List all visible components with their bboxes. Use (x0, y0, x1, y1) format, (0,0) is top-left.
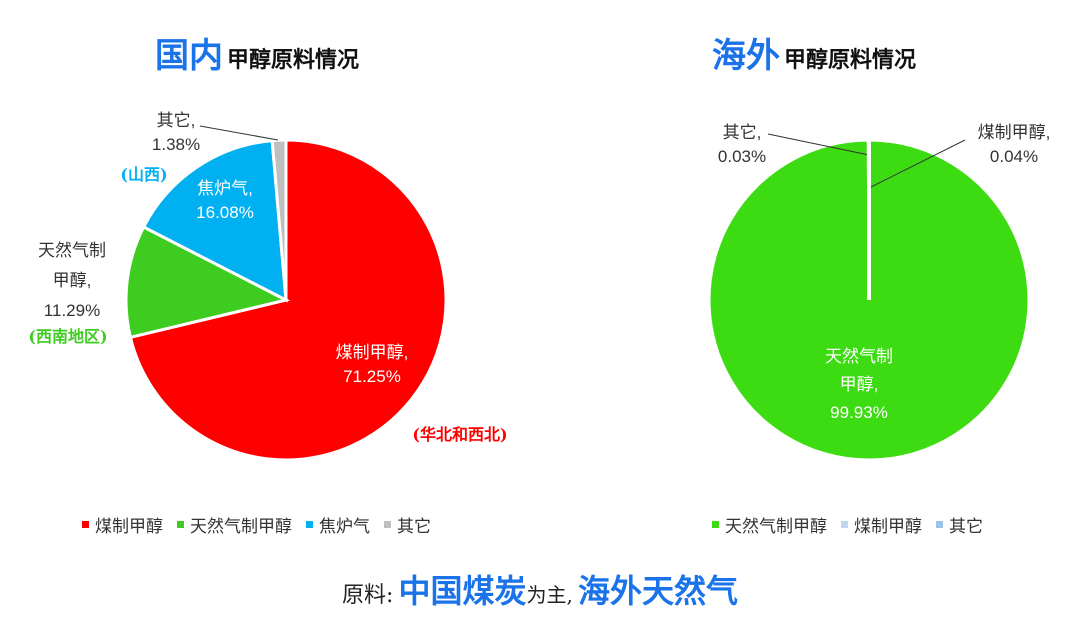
footer-prefix: 原料: (342, 583, 394, 608)
overseas-leader-1 (868, 139, 966, 189)
domestic-data-label-2: 焦炉气, 16.08% (196, 179, 254, 222)
overseas-legend-swatch-1 (841, 521, 848, 528)
overseas-legend-swatch-0 (712, 521, 719, 528)
overseas-data-label-0: 天然气制甲醇, 99.93% (825, 347, 893, 422)
domestic-legend-label-3: 其它 (397, 517, 431, 537)
domestic-slice-3 (270, 138, 288, 301)
domestic-slice-2 (141, 138, 288, 303)
overseas-chart-title: 海外 甲醇原料情况 (712, 28, 916, 77)
domestic-legend-swatch-2 (306, 521, 313, 528)
domestic-legend-item-3: 其它 (384, 512, 431, 537)
footer-middle: 为主, (526, 583, 573, 607)
domestic-legend-item-2: 焦炉气 (306, 512, 370, 537)
footer-end: 海外天然气 (577, 572, 738, 610)
overseas-legend-label-0: 天然气制甲醇 (725, 517, 827, 537)
footer-summary: 原料: 中国煤炭为主, 海外天然气 (0, 566, 1080, 612)
domestic-legend-label-0: 煤制甲醇 (95, 517, 163, 537)
overseas-legend-label-2: 其它 (949, 517, 983, 537)
domestic-chart-title: 国内 甲醇原料情况 (155, 28, 359, 77)
overseas-legend-swatch-2 (936, 521, 943, 528)
overseas-title-highlight: 海外 (712, 36, 780, 76)
domestic-title-highlight: 国内 (155, 36, 223, 76)
domestic-legend-label-1: 天然气制甲醇 (190, 517, 292, 537)
domestic-legend: 煤制甲醇 天然气制甲醇 焦炉气 其它 (82, 512, 445, 537)
domestic-region-annotation-2: (山西) (120, 165, 167, 184)
domestic-legend-item-0: 煤制甲醇 (82, 512, 163, 537)
overseas-data-label-1: 煤制甲醇, 0.04% (978, 123, 1051, 166)
domestic-data-label-1: 天然气制甲醇, 11.29% (38, 241, 106, 320)
domestic-region-annotation-0: (华北和西北) (412, 425, 507, 444)
domestic-legend-label-2: 焦炉气 (319, 517, 370, 537)
overseas-legend-label-1: 煤制甲醇 (854, 517, 922, 537)
domestic-legend-item-1: 天然气制甲醇 (177, 512, 292, 537)
domestic-title-rest: 甲醇原料情况 (227, 47, 360, 73)
overseas-title-rest: 甲醇原料情况 (784, 47, 917, 73)
domestic-legend-swatch-0 (82, 521, 89, 528)
domestic-legend-swatch-3 (384, 521, 391, 528)
domestic-data-label-3: 其它, 1.38% (152, 111, 200, 154)
domestic-slice-1 (124, 224, 291, 340)
domestic-leader-3 (199, 125, 279, 141)
domestic-data-label-0: 煤制甲醇, 71.25% (336, 343, 409, 386)
overseas-legend-item-1: 煤制甲醇 (841, 512, 922, 537)
overseas-leader-2 (767, 133, 870, 156)
domestic-legend-swatch-1 (177, 521, 184, 528)
overseas-data-label-2: 其它, 0.03% (718, 123, 766, 166)
domestic-region-annotation-1: (西南地区) (28, 327, 107, 346)
overseas-legend: 天然气制甲醇 煤制甲醇 其它 (712, 512, 997, 537)
overseas-legend-item-2: 其它 (936, 512, 983, 537)
overseas-legend-item-0: 天然气制甲醇 (712, 512, 827, 537)
footer-main: 中国煤炭 (398, 572, 527, 610)
